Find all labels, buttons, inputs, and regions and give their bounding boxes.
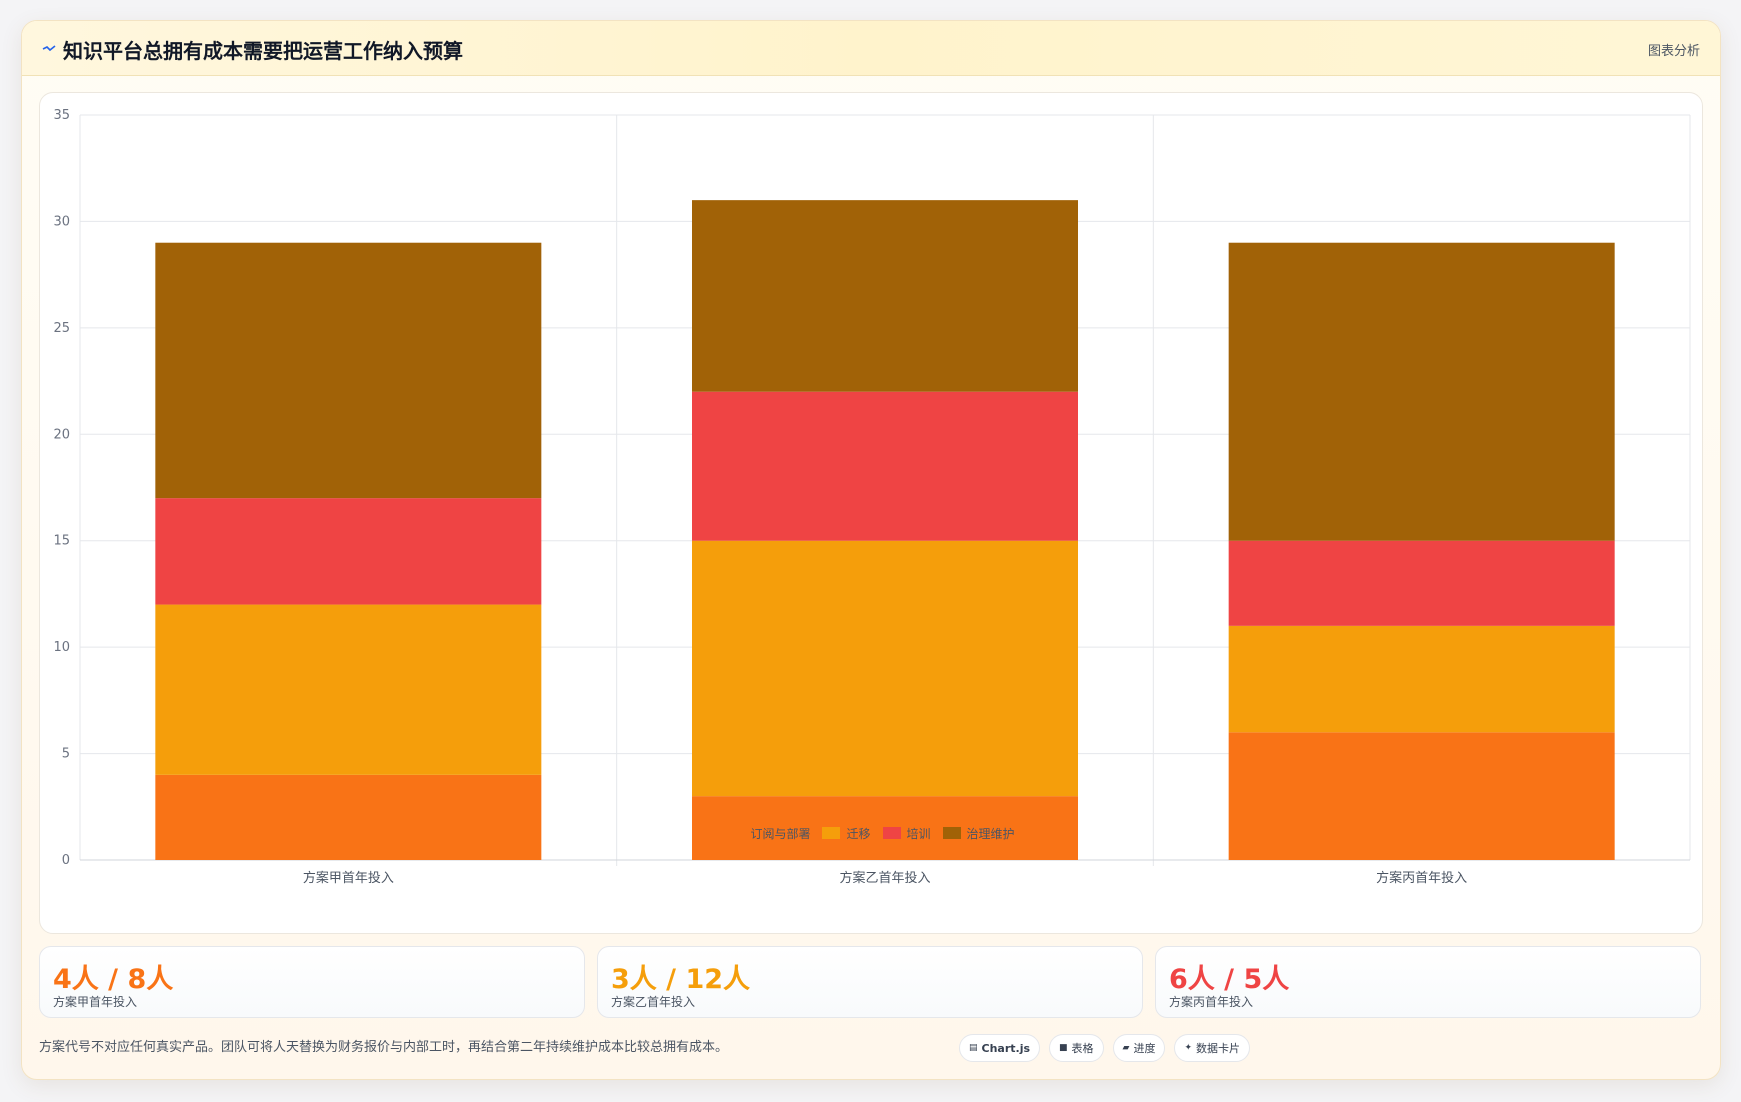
bar-segment	[155, 774, 542, 860]
x-category-label: 方案乙首年投入	[839, 870, 930, 886]
bar-segment	[692, 540, 1078, 797]
stat-card-b: 3人 / 12人 方案乙首年投入	[597, 946, 1143, 1018]
footnote: 方案代号不对应任何真实产品。团队可将人天替换为财务报价与内部工时，再结合第二年持…	[39, 1040, 729, 1055]
x-category-label: 方案丙首年投入	[1376, 870, 1467, 886]
chart-icon: ▤	[969, 1043, 978, 1053]
chart-legend: 订阅与部署 迁移 培训 治理维护	[0, 823, 1741, 843]
data-card-icon: ✦	[1184, 1043, 1193, 1053]
stat-value: 3人 / 12人	[611, 964, 751, 995]
legend-item[interactable]: 治理维护	[942, 823, 1015, 843]
chartjs-button[interactable]: ▤ Chart.js	[959, 1034, 1041, 1062]
y-tick-label: 35	[53, 108, 70, 123]
page-title: 知识平台总拥有成本需要把运营工作纳入预算	[63, 39, 463, 63]
stat-value: 6人 / 5人	[1169, 964, 1290, 995]
table-icon: ■	[1059, 1043, 1068, 1053]
legend-swatch	[726, 827, 745, 839]
trend-line-icon	[42, 45, 56, 52]
tool-label: 表格	[1071, 1042, 1094, 1055]
y-tick-label: 20	[53, 427, 70, 442]
stat-value: 4人 / 8人	[53, 964, 174, 995]
stat-label: 方案甲首年投入	[53, 995, 138, 1009]
progress-icon: ▰	[1122, 1043, 1130, 1053]
bar-segment	[155, 242, 542, 499]
legend-label: 迁移	[846, 826, 871, 841]
y-tick-label: 25	[53, 321, 70, 336]
legend-label: 培训	[906, 826, 931, 841]
chart-analysis-link[interactable]: 图表分析	[1647, 44, 1700, 59]
legend-swatch	[882, 827, 901, 839]
card-header: 知识平台总拥有成本需要把运营工作纳入预算 图表分析	[22, 21, 1720, 76]
legend-label: 订阅与部署	[750, 826, 811, 841]
table-button[interactable]: ■ 表格	[1049, 1034, 1104, 1062]
legend-swatch	[822, 827, 841, 839]
x-category-label: 方案甲首年投入	[303, 870, 394, 886]
bar-segment	[155, 498, 542, 605]
stat-card-a: 4人 / 8人 方案甲首年投入	[39, 946, 585, 1018]
legend-item[interactable]: 培训	[882, 823, 931, 843]
bar-segment	[692, 391, 1078, 541]
progress-button[interactable]: ▰ 进度	[1112, 1034, 1166, 1062]
legend-swatch	[942, 827, 961, 839]
tool-label: 进度	[1133, 1042, 1156, 1055]
legend-item[interactable]: 迁移	[822, 823, 871, 843]
stat-label: 方案乙首年投入	[611, 995, 696, 1009]
y-tick-label: 0	[62, 853, 70, 868]
bar-segment	[1228, 242, 1615, 541]
bar-segment	[692, 200, 1078, 392]
stat-label: 方案丙首年投入	[1169, 995, 1254, 1009]
bar-segment	[1228, 540, 1615, 626]
tool-label: 数据卡片	[1196, 1042, 1241, 1055]
bar-segment	[1228, 732, 1615, 860]
stacked-bar-chart: 0 5 10 15 20 25 30 35 方案甲首年投入 方案乙首年投入 方案丙首年投入	[53, 108, 1691, 886]
y-tick-label: 30	[53, 214, 70, 229]
y-tick-label: 5	[62, 747, 70, 762]
bar-segment	[155, 604, 542, 775]
y-tick-label: 10	[53, 640, 70, 655]
stat-card-c: 6人 / 5人 方案丙首年投入	[1155, 946, 1701, 1018]
y-tick-label: 15	[53, 534, 70, 549]
tool-bar: ▤ Chart.js ■ 表格 ▰ 进度 ✦ 数据卡片	[959, 1034, 1251, 1062]
data-card-button[interactable]: ✦ 数据卡片	[1174, 1034, 1251, 1062]
tool-label: Chart.js	[981, 1041, 1031, 1055]
legend-label: 治理维护	[966, 826, 1015, 841]
legend-item[interactable]: 订阅与部署	[726, 823, 810, 843]
bar-segment	[1228, 625, 1615, 733]
